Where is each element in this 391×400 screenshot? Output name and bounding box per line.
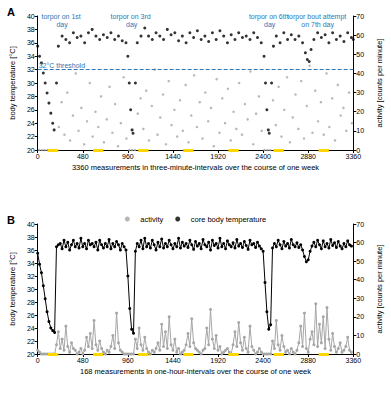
svg-text:22: 22 (27, 338, 35, 345)
svg-text:2400: 2400 (255, 153, 271, 160)
svg-text:0: 0 (356, 350, 361, 358)
svg-text:34: 34 (27, 53, 35, 60)
svg-text:30: 30 (27, 286, 35, 293)
svg-text:30: 30 (356, 295, 364, 302)
svg-text:36: 36 (27, 247, 35, 254)
svg-text:28: 28 (27, 93, 35, 100)
svg-text:10: 10 (356, 332, 364, 339)
svg-text:3360: 3360 (346, 357, 362, 364)
svg-text:38: 38 (27, 234, 35, 241)
svg-text:body temperature [°C]: body temperature [°C] (8, 46, 17, 119)
svg-text:torpor on 1st: torpor on 1st (41, 13, 82, 21)
svg-text:70: 70 (356, 221, 364, 228)
svg-text:20: 20 (356, 313, 364, 320)
svg-text:60: 60 (356, 239, 364, 246)
svg-text:2880: 2880 (300, 153, 316, 160)
svg-text:50: 50 (356, 51, 364, 58)
svg-text:day: day (264, 21, 276, 29)
svg-text:30: 30 (27, 80, 35, 87)
svg-text:20: 20 (27, 351, 35, 358)
svg-text:24: 24 (27, 120, 35, 127)
svg-text:activity: activity (140, 215, 163, 224)
svg-text:on 7th day: on 7th day (301, 21, 334, 29)
svg-text:2880: 2880 (300, 357, 316, 364)
svg-text:20: 20 (356, 108, 364, 115)
svg-text:960: 960 (122, 357, 134, 364)
svg-text:26: 26 (27, 312, 35, 319)
svg-text:torpor on 6th: torpor on 6th (249, 13, 291, 21)
svg-text:1440: 1440 (165, 153, 181, 160)
svg-text:body temperature [°C]: body temperature [°C] (8, 252, 17, 325)
svg-text:480: 480 (77, 357, 89, 364)
svg-text:activity [counts per minute]: activity [counts per minute] (375, 245, 384, 334)
svg-text:10: 10 (356, 127, 364, 134)
svg-text:60: 60 (356, 32, 364, 39)
svg-text:0: 0 (36, 153, 40, 160)
svg-text:3360 measurements in three-min: 3360 measurements in three-minute-interv… (72, 163, 319, 172)
svg-text:0: 0 (36, 357, 40, 364)
svg-text:core body temperature: core body temperature (191, 215, 266, 224)
svg-text:30: 30 (356, 89, 364, 96)
svg-text:torpor on 3rd: torpor on 3rd (111, 13, 153, 21)
svg-text:1920: 1920 (210, 153, 226, 160)
svg-text:3360: 3360 (346, 153, 362, 160)
svg-text:day: day (126, 21, 138, 29)
svg-text:32°C threshold: 32°C threshold (39, 62, 85, 69)
svg-text:1920: 1920 (210, 357, 226, 364)
svg-text:38: 38 (27, 26, 35, 33)
svg-text:168 measurements in one-hour-i: 168 measurements in one-hour-intervals o… (80, 367, 311, 376)
svg-text:day: day (56, 21, 68, 29)
svg-text:50: 50 (356, 258, 364, 265)
svg-text:40: 40 (356, 276, 364, 283)
svg-text:40: 40 (356, 70, 364, 77)
svg-text:70: 70 (356, 13, 364, 20)
svg-text:A: A (7, 6, 15, 18)
svg-text:32: 32 (27, 273, 35, 280)
svg-text:24: 24 (27, 325, 35, 332)
svg-text:20: 20 (27, 147, 35, 154)
svg-text:34: 34 (27, 260, 35, 267)
svg-text:B: B (7, 214, 15, 226)
svg-text:activity [counts per minute]: activity [counts per minute] (375, 39, 384, 128)
svg-text:22: 22 (27, 133, 35, 140)
svg-text:26: 26 (27, 106, 35, 113)
svg-text:480: 480 (77, 153, 89, 160)
svg-text:32: 32 (27, 66, 35, 73)
svg-text:torpor bout attempt: torpor bout attempt (287, 13, 348, 21)
svg-text:0: 0 (356, 146, 361, 154)
svg-text:40: 40 (27, 13, 35, 20)
svg-text:1440: 1440 (165, 357, 181, 364)
svg-text:36: 36 (27, 39, 35, 46)
svg-text:40: 40 (27, 221, 35, 228)
svg-text:2400: 2400 (255, 357, 271, 364)
svg-text:28: 28 (27, 299, 35, 306)
svg-text:960: 960 (122, 153, 134, 160)
